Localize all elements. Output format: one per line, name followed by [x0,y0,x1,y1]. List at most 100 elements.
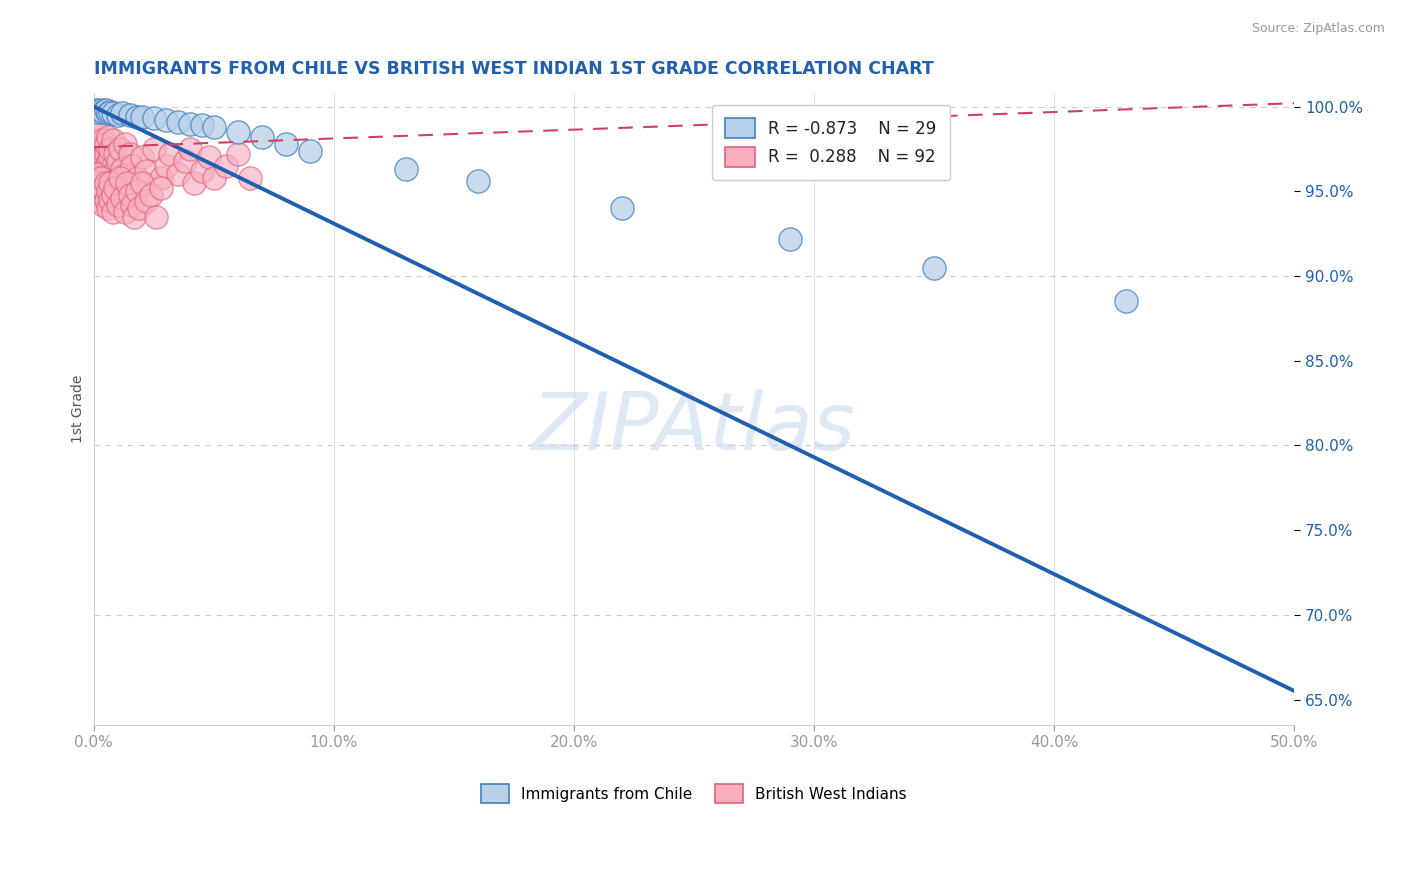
Point [84,150,107,164]
Point [131,150,153,164]
Point [125,184,148,198]
Point [131,110,153,124]
Point [94,176,117,190]
Point [149,181,172,195]
Point [97,153,120,168]
Point [101,187,124,202]
Point [179,142,201,156]
Point [125,110,148,124]
Point [87,167,110,181]
Point [91,150,114,164]
Point [107,108,129,122]
Point [101,159,124,173]
Point [100,142,122,156]
Point [395,162,418,177]
Point [104,164,127,178]
Point [90,176,112,190]
Point [128,201,150,215]
Point [118,187,141,202]
Point [91,181,114,195]
Point [94,176,117,190]
Point [90,120,112,134]
Point [179,116,201,130]
Point [202,170,225,185]
Point [90,142,112,156]
Point [84,125,107,139]
Point [87,159,110,173]
Point [226,125,249,139]
Point [183,176,205,190]
Text: Source: ZipAtlas.com: Source: ZipAtlas.com [1251,22,1385,36]
Point [101,204,124,219]
Point [97,130,120,145]
Point [159,147,181,161]
Point [135,164,157,178]
Point [111,191,134,205]
Point [173,153,195,168]
Point [87,176,110,190]
Point [104,147,127,161]
Text: ZIPAtlas: ZIPAtlas [531,389,856,467]
Point [91,104,114,119]
Point [121,198,143,212]
Point [226,147,249,161]
Point [124,210,146,224]
Point [104,181,127,195]
Point [94,103,117,117]
Point [115,167,138,181]
Point [97,201,120,215]
Point [91,170,114,185]
Point [94,136,117,151]
Point [100,193,122,207]
Point [121,159,143,173]
Point [118,147,141,161]
Point [84,162,107,177]
Point [467,174,489,188]
Point [298,144,321,158]
Point [215,159,238,173]
Point [239,170,262,185]
Point [94,159,117,173]
Legend: Immigrants from Chile, British West Indians: Immigrants from Chile, British West Indi… [474,777,914,811]
Point [100,150,122,164]
Point [922,260,945,275]
Point [1115,294,1137,309]
Point [131,176,153,190]
Point [107,198,129,212]
Point [90,170,112,185]
Point [274,136,297,151]
Point [610,201,633,215]
Point [91,133,114,147]
Point [90,103,112,117]
Point [118,108,141,122]
Point [135,194,157,209]
Point [90,164,112,178]
Point [142,112,165,126]
Point [84,103,107,117]
Point [202,120,225,134]
Point [115,176,138,190]
Point [107,153,129,168]
Point [142,142,165,156]
Point [87,147,110,161]
Point [100,170,122,185]
Point [141,187,163,202]
Point [250,130,273,145]
Point [114,204,136,219]
Point [84,184,107,198]
Point [114,136,136,151]
Point [100,104,122,119]
Point [111,106,134,120]
Point [107,170,129,185]
Point [87,193,110,207]
Point [198,150,221,164]
Point [94,147,117,161]
Point [145,210,167,224]
Point [91,198,114,212]
Point [108,142,131,156]
Point [155,159,177,173]
Point [97,184,120,198]
Point [101,133,124,147]
Point [90,187,112,202]
Point [108,170,131,185]
